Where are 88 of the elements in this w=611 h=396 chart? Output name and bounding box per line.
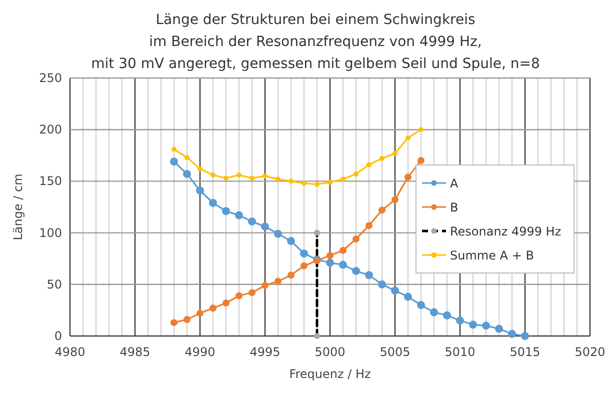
point <box>366 222 372 230</box>
point <box>209 198 217 207</box>
x-tick-label: 4980 <box>54 345 86 359</box>
point <box>417 301 425 310</box>
point <box>328 180 332 185</box>
point <box>184 316 190 323</box>
point <box>236 172 242 178</box>
x-tick-label: 4985 <box>120 345 150 359</box>
point <box>406 135 410 140</box>
point <box>521 332 529 340</box>
point <box>418 127 424 132</box>
point <box>170 158 178 166</box>
y-axis-title: Länge / cm <box>11 174 25 240</box>
point <box>366 162 372 168</box>
y-tick-label: 50 <box>46 277 62 292</box>
point <box>210 304 216 312</box>
point <box>274 278 282 285</box>
point <box>248 289 256 296</box>
point <box>392 150 398 156</box>
point <box>183 170 191 178</box>
point <box>222 207 230 216</box>
legend-label: B <box>450 200 458 214</box>
point <box>314 182 320 187</box>
point <box>404 292 412 301</box>
point <box>287 237 295 246</box>
point <box>352 235 360 242</box>
point <box>248 217 256 226</box>
x-tick-label: 5010 <box>444 345 476 359</box>
y-tick-label: 0 <box>54 329 62 343</box>
point <box>170 319 178 326</box>
y-tick-label: 150 <box>39 174 62 188</box>
point <box>288 272 294 279</box>
point <box>196 186 204 194</box>
point <box>300 262 308 270</box>
point <box>418 157 424 164</box>
x-tick-label: 5015 <box>510 345 540 359</box>
point <box>392 196 398 204</box>
point <box>340 246 346 254</box>
point <box>378 206 386 214</box>
x-tick-label: 4990 <box>184 345 216 359</box>
legend-label: Resonanz 4999 Hz <box>450 224 562 238</box>
x-tick-label: 5005 <box>380 345 410 359</box>
point <box>404 174 412 181</box>
point <box>262 174 268 179</box>
x-tick-label: 5000 <box>314 345 346 359</box>
point <box>210 172 216 178</box>
point <box>250 176 254 181</box>
point <box>184 154 190 160</box>
y-tick-label: 200 <box>39 122 62 137</box>
point <box>236 292 242 300</box>
x-tick-label: 5020 <box>574 345 606 359</box>
point <box>469 320 477 329</box>
x-axis-title: Frequenz / Hz <box>289 367 371 381</box>
chart-title: Länge der Strukturen bei einem Schwingkreis im Bereich der Resonanzfrequenz von 4999 Hz, mit 30 mV angeregt, gemessen mit gelbem Seil und Spule, n=8 <box>91 12 540 72</box>
point <box>276 176 280 182</box>
point <box>456 316 464 325</box>
point <box>224 176 228 181</box>
point <box>198 166 202 172</box>
point <box>380 156 384 161</box>
point <box>482 322 490 330</box>
x-tick-label: 4995 <box>250 345 280 359</box>
point <box>172 146 176 152</box>
point <box>274 230 282 238</box>
point <box>378 280 386 288</box>
point <box>222 299 230 306</box>
point <box>354 171 358 176</box>
legend-label: A <box>450 176 459 190</box>
point <box>326 258 334 267</box>
point <box>262 282 268 289</box>
point <box>430 308 438 316</box>
point <box>443 311 451 320</box>
point <box>196 310 204 317</box>
point <box>508 330 516 338</box>
point <box>261 222 269 231</box>
point <box>339 260 347 269</box>
point <box>495 324 503 333</box>
point <box>365 271 373 280</box>
y-tick-label: 100 <box>39 226 62 240</box>
y-tick-label: 250 <box>39 71 62 85</box>
point <box>340 176 346 182</box>
point <box>288 178 294 184</box>
point <box>326 252 334 260</box>
point <box>302 180 306 186</box>
point <box>352 266 360 275</box>
point <box>391 286 399 295</box>
legend-label: Summe A + B <box>450 248 534 262</box>
point <box>235 211 243 220</box>
point <box>300 249 308 258</box>
